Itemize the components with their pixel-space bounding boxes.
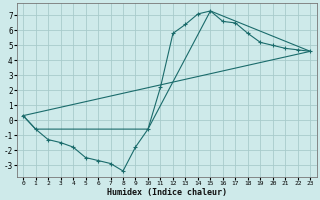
X-axis label: Humidex (Indice chaleur): Humidex (Indice chaleur) [107, 188, 227, 197]
